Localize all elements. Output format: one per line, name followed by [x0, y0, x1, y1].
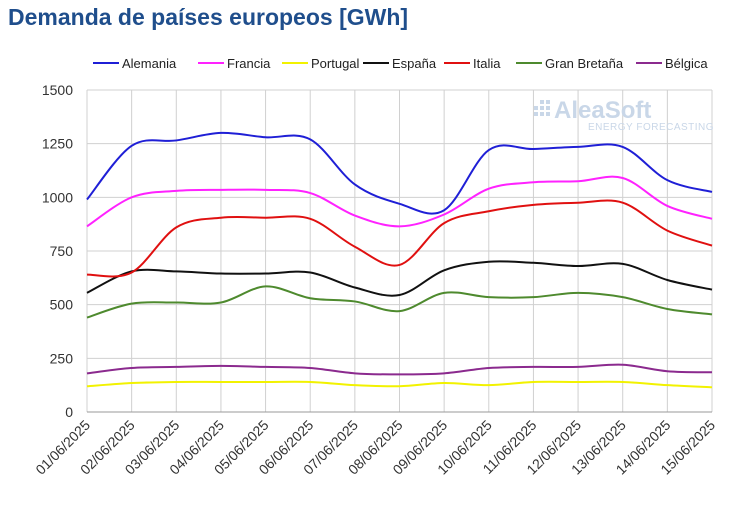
y-tick-label: 1500 — [42, 82, 73, 98]
legend-label-belgica: Bélgica — [665, 56, 708, 71]
y-tick-label: 250 — [50, 350, 74, 366]
logo-dots-icon — [534, 100, 550, 116]
series-line-espana — [86, 260, 713, 297]
logo-name: AleaSoft — [554, 97, 651, 124]
grid-lines — [86, 89, 713, 413]
x-axis-ticks: 01/06/202502/06/202503/06/202504/06/2025… — [32, 417, 718, 478]
legend-label-portugal: Portugal — [311, 56, 360, 71]
series-line-alemania — [86, 131, 713, 215]
y-axis-ticks: 0 250 500 750 1000 1250 1500 — [42, 82, 73, 420]
legend: Alemania Francia Portugal España Italia Gran … — [93, 56, 708, 71]
y-tick-label: 500 — [50, 297, 74, 313]
series-line-gran-bretana — [86, 285, 713, 319]
series-lines — [86, 131, 713, 389]
legend-label-italia: Italia — [473, 56, 501, 71]
series-line-belgica — [86, 363, 713, 376]
series-line-italia — [86, 199, 713, 278]
aleasoft-logo: AleaSoft ENERGY FORECASTING — [534, 97, 714, 133]
y-tick-label: 1000 — [42, 189, 73, 205]
legend-label-gran-bretana: Gran Bretaña — [545, 56, 624, 71]
y-tick-label: 1250 — [42, 136, 73, 152]
legend-label-espana: España — [392, 56, 437, 71]
legend-label-alemania: Alemania — [122, 56, 177, 71]
legend-label-francia: Francia — [227, 56, 271, 71]
series-line-portugal — [86, 380, 713, 389]
logo-tagline: ENERGY FORECASTING — [588, 122, 714, 133]
y-tick-label: 0 — [65, 404, 73, 420]
y-tick-label: 750 — [50, 243, 74, 259]
chart-title: Demanda de países europeos [GWh] — [8, 4, 409, 30]
series-line-francia — [86, 175, 713, 228]
